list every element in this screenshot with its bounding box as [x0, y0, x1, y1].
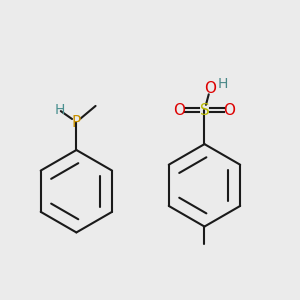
Text: O: O	[204, 81, 216, 96]
Text: H: H	[218, 76, 228, 91]
Text: S: S	[200, 103, 209, 118]
Text: O: O	[173, 103, 185, 118]
Text: O: O	[224, 103, 236, 118]
Text: H: H	[54, 103, 65, 117]
Text: P: P	[72, 115, 81, 130]
